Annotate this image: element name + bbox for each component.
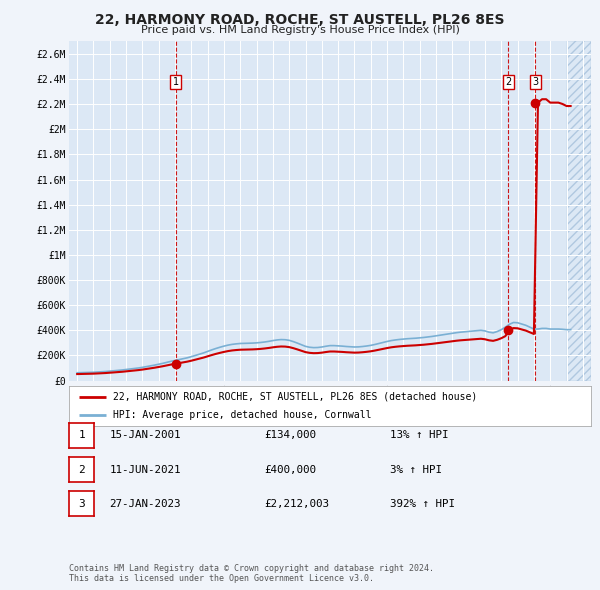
Text: 11-JUN-2021: 11-JUN-2021 xyxy=(109,465,181,474)
Text: £134,000: £134,000 xyxy=(264,431,316,440)
Text: HPI: Average price, detached house, Cornwall: HPI: Average price, detached house, Corn… xyxy=(113,410,372,420)
Text: Contains HM Land Registry data © Crown copyright and database right 2024.
This d: Contains HM Land Registry data © Crown c… xyxy=(69,563,434,583)
Text: £400,000: £400,000 xyxy=(264,465,316,474)
Text: 27-JAN-2023: 27-JAN-2023 xyxy=(109,499,181,509)
Text: 1: 1 xyxy=(173,77,179,87)
Text: 1: 1 xyxy=(78,431,85,440)
Text: 3% ↑ HPI: 3% ↑ HPI xyxy=(390,465,442,474)
Text: 22, HARMONY ROAD, ROCHE, ST AUSTELL, PL26 8ES: 22, HARMONY ROAD, ROCHE, ST AUSTELL, PL2… xyxy=(95,13,505,27)
Text: 2: 2 xyxy=(78,465,85,474)
Text: 22, HARMONY ROAD, ROCHE, ST AUSTELL, PL26 8ES (detached house): 22, HARMONY ROAD, ROCHE, ST AUSTELL, PL2… xyxy=(113,392,478,402)
Text: Price paid vs. HM Land Registry's House Price Index (HPI): Price paid vs. HM Land Registry's House … xyxy=(140,25,460,35)
Text: 13% ↑ HPI: 13% ↑ HPI xyxy=(390,431,449,440)
Text: 15-JAN-2001: 15-JAN-2001 xyxy=(109,431,181,440)
Text: 392% ↑ HPI: 392% ↑ HPI xyxy=(390,499,455,509)
Text: 3: 3 xyxy=(78,499,85,509)
Text: 3: 3 xyxy=(532,77,538,87)
Text: £2,212,003: £2,212,003 xyxy=(264,499,329,509)
Text: 2: 2 xyxy=(505,77,512,87)
